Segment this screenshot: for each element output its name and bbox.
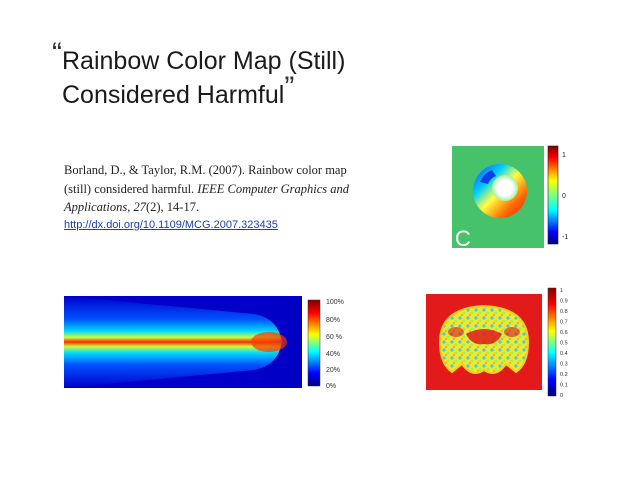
brain-tick-04: 0.4 — [560, 351, 568, 357]
brain-tick-1: 1 — [560, 288, 563, 294]
brain-tick-07: 0.7 — [560, 320, 568, 326]
torus-tick-1: 1 — [562, 152, 566, 159]
citation-doi-link[interactable]: http://dx.doi.org/10.1109/MCG.2007.32343… — [64, 218, 278, 231]
brain-tick-02: 0.2 — [560, 372, 568, 378]
citation: Borland, D., & Taylor, R.M. (2007). Rain… — [64, 161, 364, 233]
close-quote: ” — [284, 71, 295, 104]
gradient-figure: 100% 80% 60 % 40% 20% 0% — [64, 296, 344, 390]
brain-tick-08: 0.8 — [560, 309, 568, 315]
title-line-2: Considered Harmful — [62, 81, 285, 109]
citation-journal: IEEE Computer Graphics and Applications,… — [64, 181, 350, 215]
gradient-tick-20: 20% — [326, 367, 340, 374]
brain-tick-09: 0.9 — [560, 299, 568, 305]
gradient-colorbar — [307, 299, 321, 387]
brain-figure: 1 0.9 0.8 0.7 0.6 0.5 0.4 0.3 0.2 0.1 0 — [426, 287, 568, 399]
brain-tick-05: 0.5 — [560, 341, 568, 347]
torus-hole — [492, 175, 518, 201]
title-line-1: Rainbow Color Map (Still) — [62, 47, 346, 75]
torus-figure: C 1 0 -1 — [452, 145, 568, 250]
torus-tick-0: 0 — [562, 193, 566, 200]
gradient-tick-60: 60 % — [326, 334, 342, 341]
torus-colorbar — [547, 145, 559, 245]
citation-issue-pages: (2), 14-17. — [145, 200, 200, 214]
citation-text: Borland, D., & Taylor, R.M. (2007). Rain… — [64, 163, 347, 196]
torus-panel-letter: C — [455, 226, 471, 250]
brain-colorbar — [547, 287, 557, 397]
gradient-tick-100: 100% — [326, 299, 344, 306]
brain-tick-03: 0.3 — [560, 362, 568, 368]
brain-tick-0: 0 — [560, 393, 563, 399]
gradient-tick-40: 40% — [326, 351, 340, 358]
brain-tick-06: 0.6 — [560, 330, 568, 336]
brain-tick-01: 0.1 — [560, 383, 568, 389]
gradient-tick-0: 0% — [326, 383, 336, 390]
torus-tick-neg1: -1 — [562, 234, 568, 241]
slide-title: “Rainbow Color Map (Still) Considered Ha… — [52, 39, 472, 112]
open-quote: “ — [52, 37, 62, 70]
gradient-tick-80: 80% — [326, 317, 340, 324]
